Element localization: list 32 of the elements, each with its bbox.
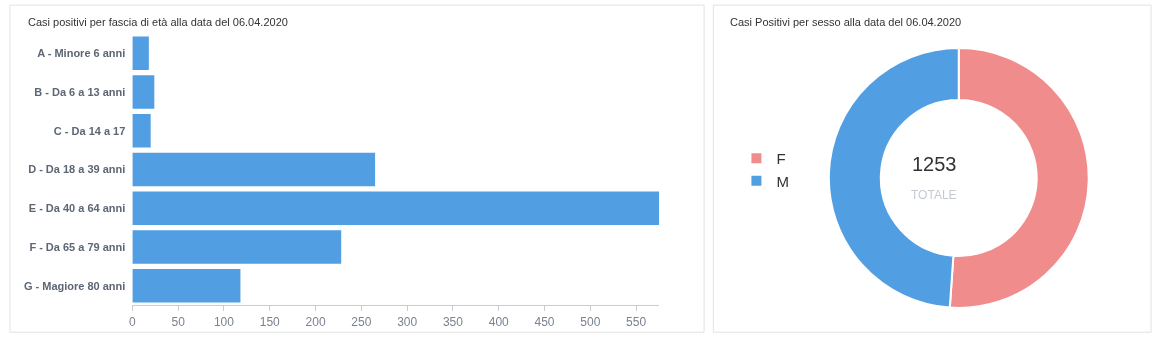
x-tick-label: 350 xyxy=(442,314,464,329)
x-tick-label: 400 xyxy=(488,314,510,329)
y-tick-label: E - Da 40 a 64 anni xyxy=(28,202,126,215)
bar xyxy=(132,191,660,225)
x-tick-label: 200 xyxy=(305,314,326,329)
x-tick-label: 250 xyxy=(351,314,372,329)
x-tick-label: 150 xyxy=(259,314,281,329)
legend-label: F xyxy=(776,150,786,168)
x-tick-label: 100 xyxy=(213,314,235,329)
x-tick-label: 550 xyxy=(626,314,647,329)
y-tick-label: B - Da 6 a 13 anni xyxy=(34,85,126,98)
bar xyxy=(132,152,376,187)
x-tick-label: 450 xyxy=(534,314,555,329)
y-tick-label: F - Da 65 a 79 anni xyxy=(29,240,126,253)
bar xyxy=(132,36,149,70)
text: 1253 xyxy=(912,153,957,175)
x-tick-label: 50 xyxy=(171,314,186,329)
bar xyxy=(132,269,241,303)
chart-title: Casi positivi per fascia di età alla data del 06.04.2020 xyxy=(28,16,288,28)
x-tick-label: 500 xyxy=(580,314,601,329)
bar xyxy=(132,114,151,148)
x-tick-label: 300 xyxy=(397,314,418,329)
chart-title: Casi Positivi per sesso alla data del 06.04.2020 xyxy=(730,16,962,28)
y-tick-label: C - Da 14 a 17 xyxy=(53,124,126,137)
y-tick-label: A - Minore 6 anni xyxy=(37,47,126,60)
y-tick-label: G - Magiore 80 anni xyxy=(23,279,126,292)
bar xyxy=(132,75,155,109)
y-tick-label: D - Da 18 a 39 anni xyxy=(28,163,126,176)
bar xyxy=(132,230,342,264)
x-tick-label: 0 xyxy=(129,314,137,329)
legend-label: M xyxy=(776,172,789,190)
text: TOTALE xyxy=(911,188,957,202)
